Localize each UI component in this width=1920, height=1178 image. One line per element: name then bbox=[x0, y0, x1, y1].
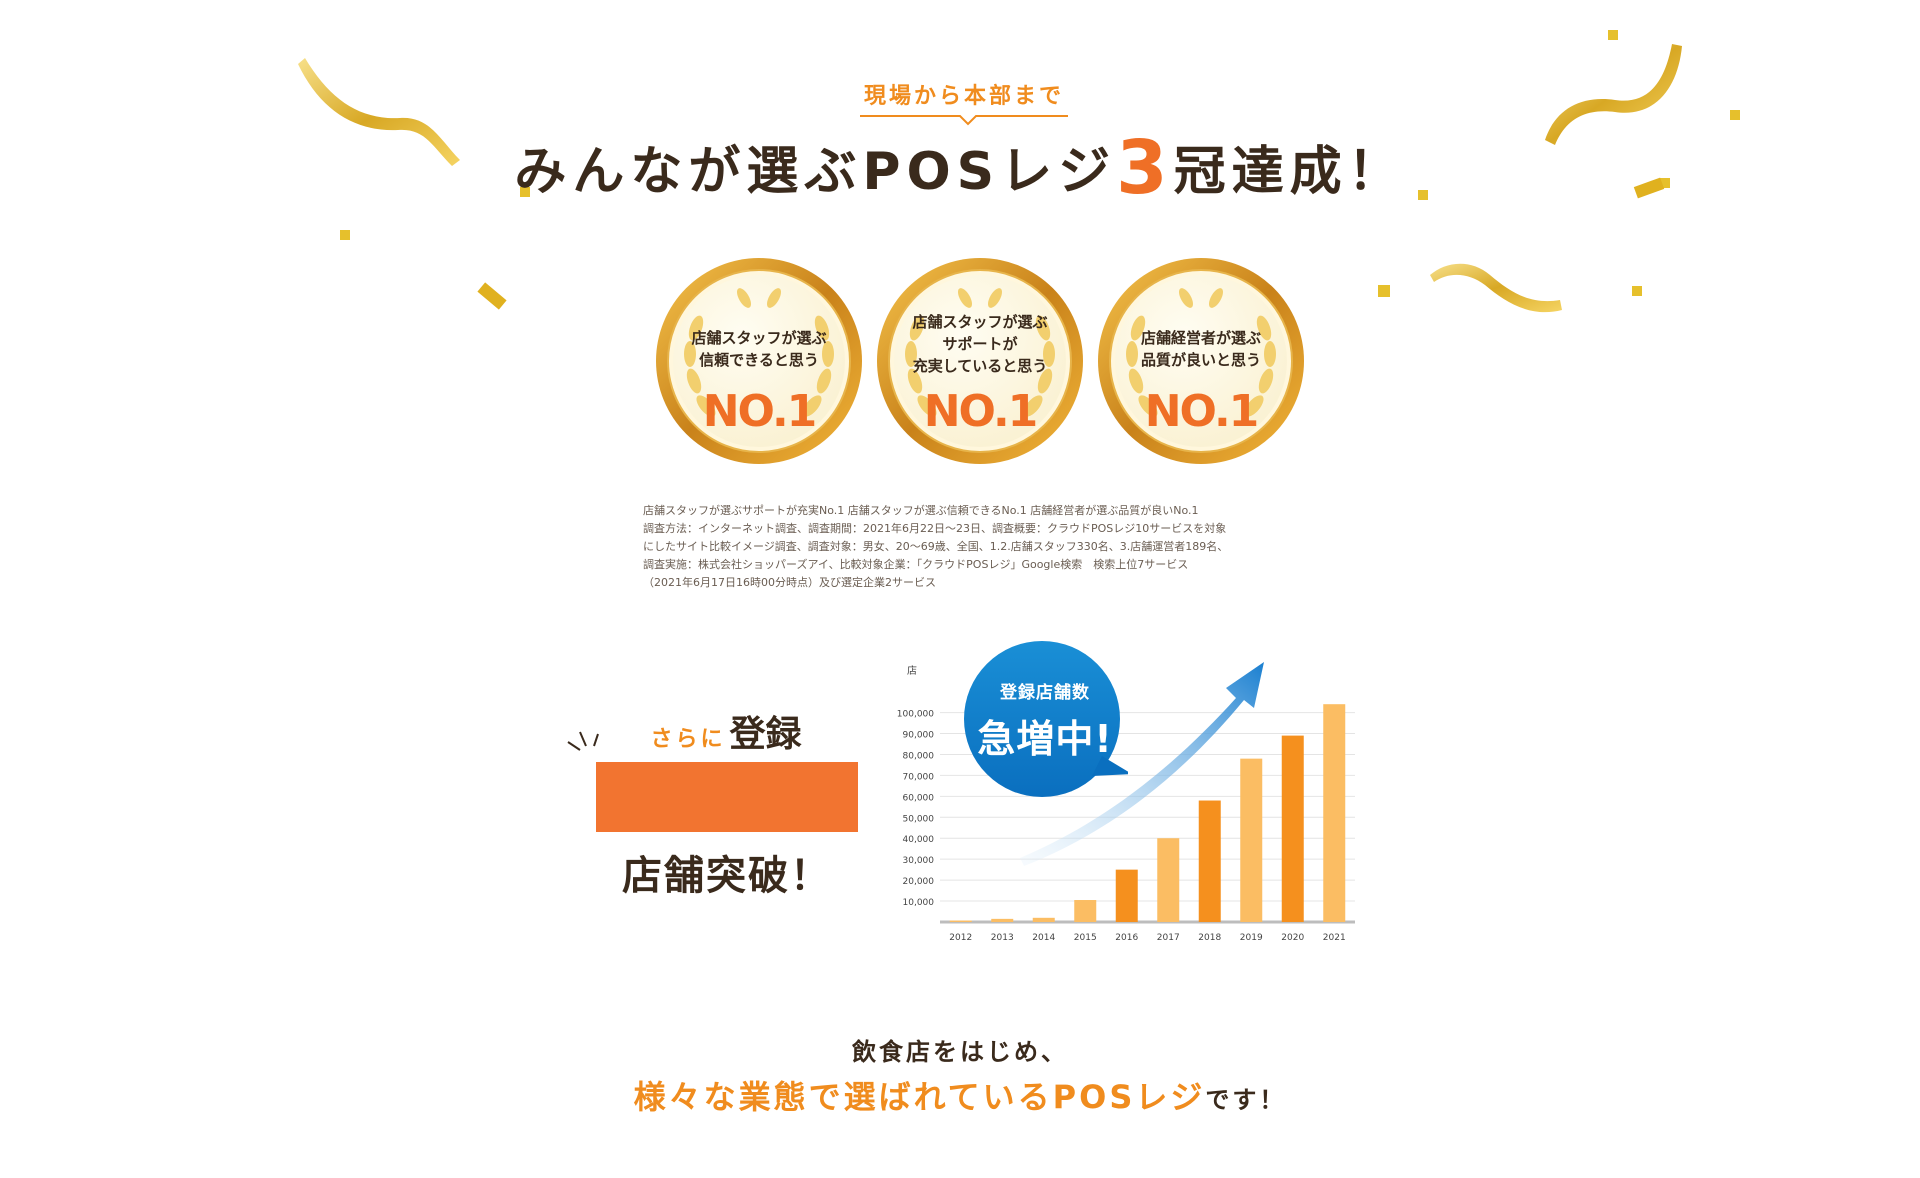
survey-note-line: 調査方法：インターネット調査、調査期間：2021年6月22日〜23日、調査概要：… bbox=[643, 522, 1227, 535]
medal-rank: NO.1 bbox=[923, 386, 1039, 437]
registered-stores-bar-chart: 10,000 20,000 30,000 40,000 50,000 60,000 70,0… bbox=[897, 662, 1355, 943]
bar-2012 bbox=[949, 920, 972, 922]
y-tick-label: 40,000 bbox=[903, 835, 935, 845]
survey-notes: 店舗スタッフが選ぶサポートが充実No.1 店舗スタッフが選ぶ信頼できるNo.1 … bbox=[643, 502, 1293, 592]
x-tick-label: 2018 bbox=[1198, 933, 1221, 943]
medal-trustworthy: 店舗スタッフが選ぶ 信頼できると思う NO.1 bbox=[654, 256, 864, 466]
eyebrow-group: 現場から本部まで bbox=[860, 78, 1068, 126]
x-tick-label: 2017 bbox=[1157, 933, 1180, 943]
closing-line-1: 飲食店をはじめ、 bbox=[852, 1038, 1068, 1066]
speech-bubble bbox=[964, 641, 1128, 797]
bar-2015 bbox=[1074, 900, 1097, 922]
spark-lines-decoration bbox=[567, 731, 599, 751]
medal-label-line1: 店舗スタッフが選ぶ bbox=[691, 329, 827, 347]
x-tick-label: 2016 bbox=[1115, 933, 1138, 943]
medal-rank: NO.1 bbox=[1144, 386, 1260, 437]
bubble-headline: 急増中! bbox=[977, 717, 1113, 761]
survey-note-line: にしたサイト比較イメージ調査、調査対象：男女、20〜69歳、全国、1.2.店舗ス… bbox=[643, 540, 1229, 553]
x-tick-label: 2015 bbox=[1074, 933, 1097, 943]
medal-label-line1: 店舗経営者が選ぶ bbox=[1140, 329, 1261, 347]
headline-text: みんなが選ぶPOSレジ bbox=[514, 142, 1117, 202]
y-tick-label: 20,000 bbox=[903, 877, 935, 887]
headline-number: 3 bbox=[1116, 125, 1174, 211]
x-tick-label: 2019 bbox=[1240, 933, 1263, 943]
medal-label-line2: サポートが bbox=[942, 335, 1018, 353]
y-tick-label: 70,000 bbox=[903, 772, 935, 782]
main-headline: みんなが選ぶPOSレジ3冠達成！ bbox=[0, 128, 1920, 212]
registration-prefix: さらに bbox=[650, 727, 726, 752]
registration-heading: さらに 登録 bbox=[596, 705, 856, 757]
y-tick-label: 90,000 bbox=[903, 731, 935, 741]
bar-2021 bbox=[1323, 704, 1346, 922]
survey-note-line: 店舗スタッフが選ぶサポートが充実No.1 店舗スタッフが選ぶ信頼できるNo.1 … bbox=[643, 504, 1199, 517]
y-tick-label: 30,000 bbox=[903, 856, 935, 866]
medal-quality: 店舗経営者が選ぶ 品質が良いと思う NO.1 bbox=[1096, 256, 1306, 466]
bar-2019 bbox=[1240, 758, 1263, 922]
medal-rank: NO.1 bbox=[702, 386, 818, 437]
bar-2017 bbox=[1157, 838, 1180, 922]
closing-line-2: 様々な業態で選ばれているPOSレジです！ bbox=[0, 1072, 1920, 1118]
survey-note-line: （2021年6月17日16時00分時点）及び選定企業2サービス bbox=[643, 576, 936, 589]
x-tick-label: 2012 bbox=[949, 933, 972, 943]
x-tick-label: 2013 bbox=[991, 933, 1014, 943]
medal-label-line1: 店舗スタッフが選ぶ bbox=[912, 313, 1048, 331]
y-axis-label: 店 bbox=[907, 664, 917, 677]
medal-support: 店舗スタッフが選ぶ サポートが 充実していると思う NO.1 bbox=[875, 256, 1085, 466]
survey-note-line: 調査実施：株式会社ショッパーズアイ、比較対象企業：「クラウドPOSレジ」Goog… bbox=[643, 558, 1189, 571]
bar-2020 bbox=[1281, 735, 1304, 922]
y-tick-label: 10,000 bbox=[903, 898, 935, 908]
x-tick-label: 2020 bbox=[1281, 933, 1304, 943]
closing-emphasis: 様々な業態で選ばれているPOSレジ bbox=[633, 1078, 1206, 1116]
bubble-caption: 登録店舗数 bbox=[1000, 683, 1090, 703]
medal-label-line3: 充実していると思う bbox=[912, 357, 1048, 375]
gold-medal-icon bbox=[1098, 258, 1304, 464]
headline-suffix: 冠達成！ bbox=[1173, 142, 1406, 202]
y-tick-label: 50,000 bbox=[903, 814, 935, 824]
y-tick-label: 60,000 bbox=[903, 793, 935, 803]
registration-label: 登録 bbox=[729, 714, 802, 755]
registration-count-box bbox=[596, 762, 858, 832]
y-tick-label: 80,000 bbox=[903, 751, 935, 761]
medal-label-line2: 品質が良いと思う bbox=[1140, 351, 1261, 369]
x-tick-label: 2021 bbox=[1323, 933, 1346, 943]
registration-suffix: 店舗突破！ bbox=[622, 853, 832, 899]
gold-medal-icon bbox=[656, 258, 862, 464]
gold-medal-icon bbox=[877, 258, 1083, 464]
bar-2014 bbox=[1032, 917, 1055, 922]
bar-2018 bbox=[1198, 800, 1221, 922]
speech-underline-decoration bbox=[860, 115, 1068, 126]
medal-label-line2: 信頼できると思う bbox=[699, 351, 819, 369]
y-tick-label: 100,000 bbox=[897, 710, 934, 720]
eyebrow-text: 現場から本部まで bbox=[863, 84, 1064, 109]
growth-arrow bbox=[1020, 662, 1264, 866]
closing-tail: です！ bbox=[1205, 1086, 1287, 1114]
x-tick-label: 2014 bbox=[1032, 933, 1055, 943]
bar-2013 bbox=[991, 918, 1014, 922]
bar-2016 bbox=[1115, 869, 1138, 922]
